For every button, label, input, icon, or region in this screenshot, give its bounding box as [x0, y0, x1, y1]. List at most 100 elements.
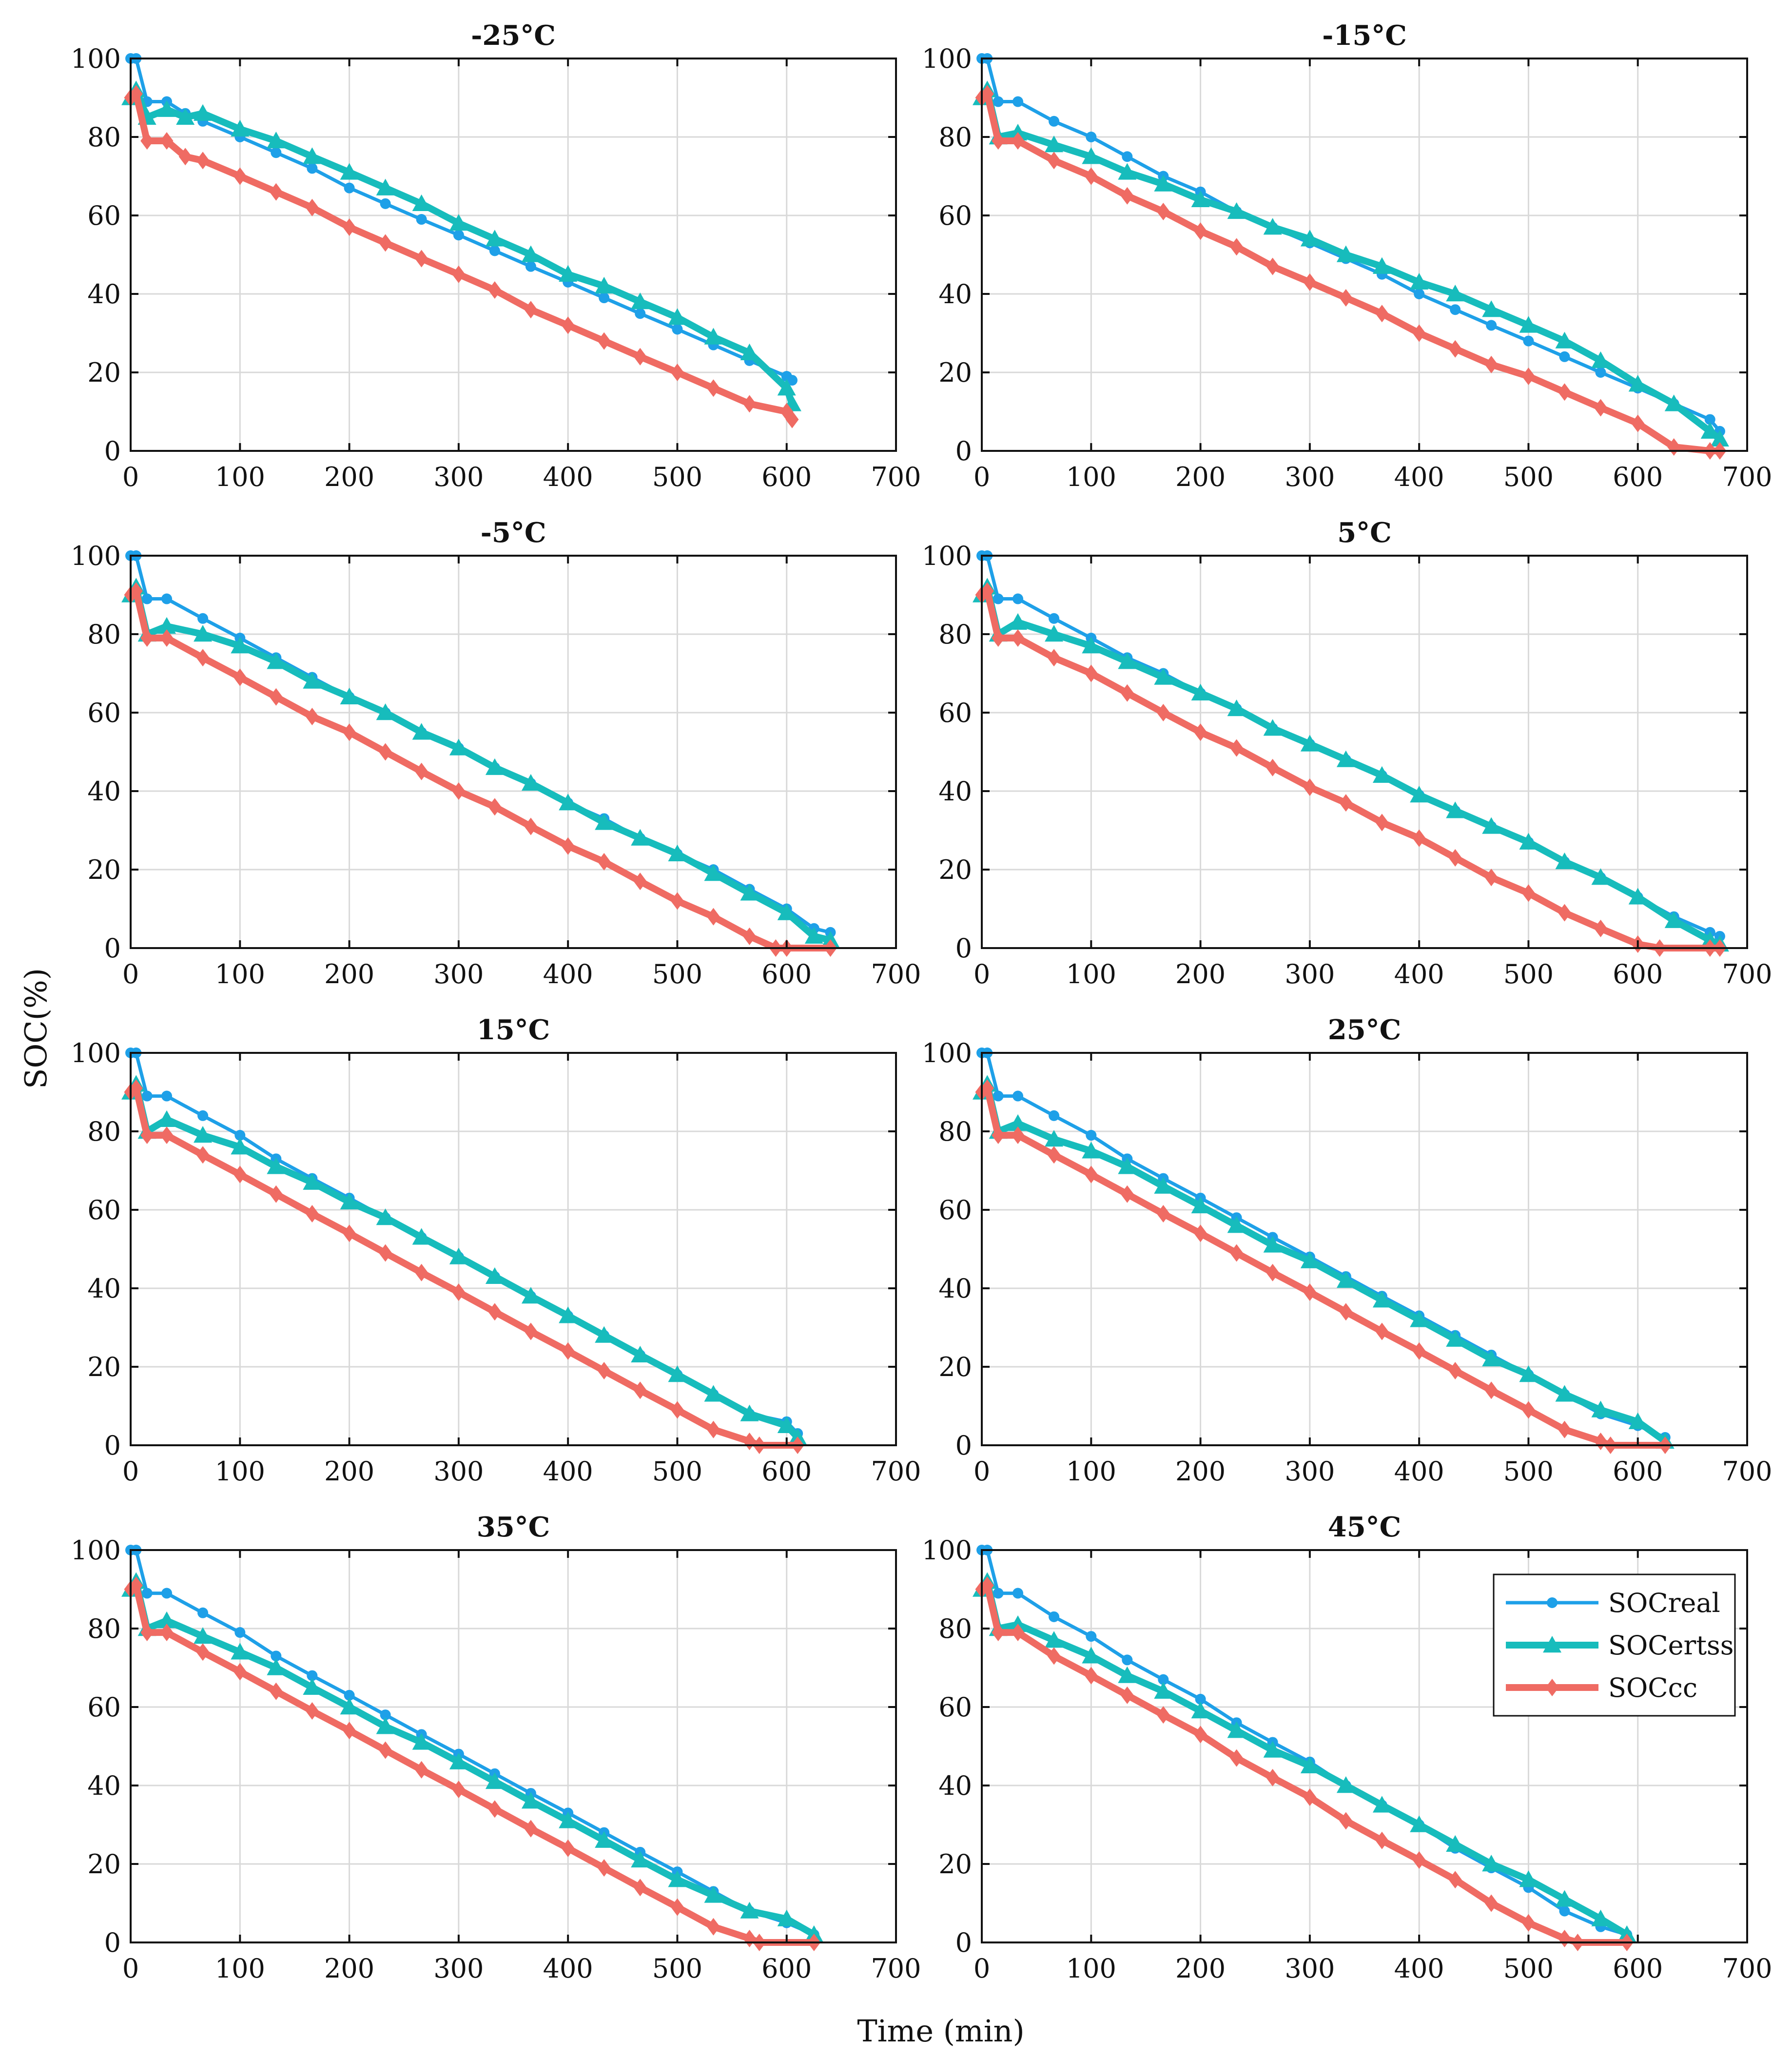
SOCcc-point [160, 1624, 174, 1642]
SOCertss-point [777, 1909, 796, 1926]
SOCcc-point [1412, 1342, 1426, 1360]
SOCertss-point [1628, 375, 1647, 392]
x-tick-label: 700 [871, 462, 921, 492]
SOCcc-point [140, 1126, 154, 1145]
y-tick-label: 60 [87, 200, 121, 231]
y-tick-label: 100 [922, 43, 972, 74]
SOCertss-point [595, 276, 614, 294]
SOCcc-point [524, 1322, 538, 1340]
panel-title: 35°C [477, 1511, 550, 1543]
SOCcc-point [597, 1362, 611, 1380]
y-tick-label: 40 [87, 1770, 121, 1801]
SOCcc-point [196, 649, 210, 667]
panel-title: -5°C [481, 517, 546, 549]
SOCertss-point [231, 637, 250, 654]
SOCcc-point [129, 85, 143, 103]
SOCertss-point [1519, 316, 1538, 333]
SOCcc-point [305, 198, 319, 216]
SOCcc-point [1230, 1244, 1244, 1262]
SOCcc-point [305, 1205, 319, 1223]
SOCertss-point [485, 230, 504, 247]
SOCertss-point [1519, 1365, 1538, 1382]
SOCreal-point [1450, 304, 1461, 315]
y-tick-label: 100 [922, 1038, 972, 1068]
SOCcc-point [305, 1702, 319, 1720]
SOCertss-point [521, 1792, 540, 1809]
SOCertss-point [1263, 218, 1282, 235]
SOCcc-point [1194, 1224, 1208, 1242]
series-SOCcc [124, 85, 799, 428]
x-tick-label: 400 [1394, 1456, 1444, 1487]
SOCcc-point [415, 1761, 429, 1779]
SOCertss-point [231, 1643, 250, 1660]
SOCcc-point [129, 1079, 143, 1097]
SOCertss-point [1191, 1702, 1210, 1719]
SOCertss-point [1519, 833, 1538, 850]
SOCertss-point [1410, 786, 1429, 803]
SOCertss-point [804, 927, 823, 944]
SOCreal-point [993, 96, 1004, 107]
SOCcc-point [992, 132, 1005, 150]
SOCcc-point [1084, 167, 1098, 185]
SOCertss-point [1227, 1216, 1246, 1233]
SOCertss-point [176, 108, 195, 125]
SOCertss-point [157, 1611, 176, 1629]
SOCertss-point [1154, 1177, 1173, 1194]
x-tick-label: 0 [122, 462, 139, 492]
panel-title: 15°C [477, 1014, 550, 1046]
SOCcc-point [1120, 684, 1134, 702]
SOCcc-point [1047, 649, 1061, 667]
panel-3: 0 100 200 300 400 500 600 700 0 20 40 60 80 100 -5°C [71, 517, 921, 990]
SOCertss-point [1045, 1130, 1064, 1147]
legend-SOCertss-point [1543, 1636, 1561, 1653]
SOCertss-point [231, 1138, 250, 1155]
SOCcc-point [160, 629, 174, 647]
plot-area [131, 556, 896, 948]
y-tick-label: 60 [938, 1692, 972, 1723]
SOCreal-point [453, 230, 464, 241]
series-SOCcc [124, 1079, 804, 1454]
SOCertss-point [559, 794, 578, 811]
legend-label: SOCcc [1608, 1672, 1697, 1703]
SOCcc-point [1084, 664, 1098, 682]
series-SOCertss [121, 80, 801, 411]
SOCreal-point [1595, 367, 1606, 378]
SOCcc-point [379, 234, 392, 252]
SOCertss-point [595, 813, 614, 830]
SOCcc-point [1194, 222, 1208, 240]
x-tick-label: 100 [215, 462, 265, 492]
SOCcc-line [978, 90, 1723, 454]
SOCreal-point [161, 1588, 173, 1599]
SOCcc-point [670, 364, 684, 381]
SOCcc-point [706, 908, 720, 926]
SOCertss-point [157, 617, 176, 634]
SOCreal-point [1086, 132, 1097, 142]
legend-SOCcc-point [1545, 1679, 1559, 1696]
SOCcc-point [233, 167, 247, 185]
SOCcc-point [160, 132, 174, 150]
axes-frame [130, 58, 897, 452]
SOCertss-point [1591, 1400, 1610, 1417]
SOCreal-point [380, 1709, 391, 1721]
SOCcc-point [1339, 289, 1353, 307]
legend-label: SOCertss [1608, 1630, 1734, 1661]
legend-label: SOCreal [1608, 1588, 1720, 1618]
SOCertss-point [1410, 1815, 1429, 1832]
SOCcc-point [488, 798, 502, 816]
SOCertss-point [412, 723, 431, 740]
SOCcc-point [1412, 1851, 1426, 1869]
SOCcc-point [633, 1879, 647, 1897]
SOCcc-point [452, 265, 466, 283]
SOCreal-point [141, 1588, 153, 1599]
SOCcc-point [1156, 1706, 1170, 1724]
SOCertss-point [1154, 175, 1173, 192]
SOCcc-line [127, 1085, 801, 1449]
SOCcc-point [980, 582, 994, 600]
y-tick-label: 20 [938, 357, 972, 388]
SOCreal-point [1049, 1611, 1060, 1622]
x-tick-label: 300 [1285, 959, 1335, 990]
SOCertss-point [1009, 1615, 1028, 1632]
SOCreal-line [129, 1548, 816, 1937]
SOCcc-point [1011, 1126, 1025, 1145]
y-tick-label: 0 [104, 1927, 121, 1958]
